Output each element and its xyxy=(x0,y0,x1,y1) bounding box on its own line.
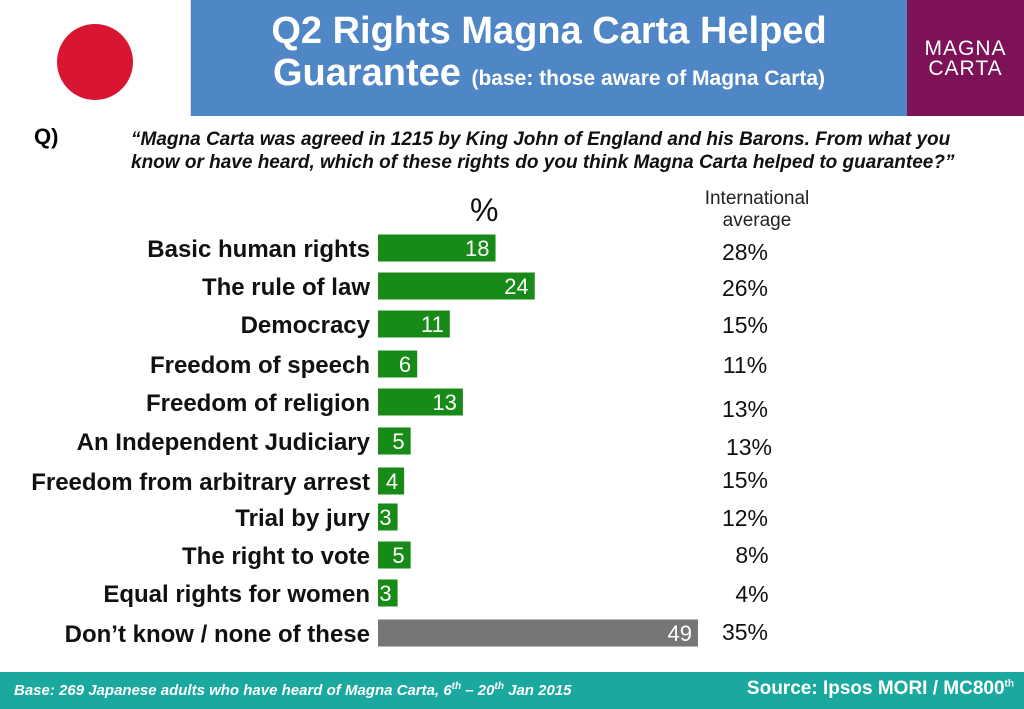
bar xyxy=(378,350,418,378)
category-label: Freedom from arbitrary arrest xyxy=(31,469,370,496)
bar-chart: Basic human rights 18 28% The rule of law 24… xyxy=(31,234,772,648)
category-label: Democracy xyxy=(241,312,371,339)
international-average-value: 15% xyxy=(722,312,768,338)
footer-base-note: Base: 269 Japanese adults who have heard… xyxy=(14,681,572,699)
bar-value-label: 11 xyxy=(421,312,444,337)
bar xyxy=(378,541,411,569)
page-title-sub: (base: those aware of Magna Carta) xyxy=(471,67,826,90)
bar-value-label: 6 xyxy=(399,352,411,377)
bar-value-label: 18 xyxy=(465,236,489,261)
question-label: Q) xyxy=(34,124,59,149)
question-text: “Magna Carta was agreed in 1215 by King … xyxy=(131,129,955,173)
category-label: Freedom of religion xyxy=(146,390,370,417)
footer-base-mid: – 20 xyxy=(461,682,495,699)
category-label: Trial by jury xyxy=(235,505,370,532)
bar-value-label: 24 xyxy=(504,274,528,299)
international-average-value: 8% xyxy=(735,542,768,568)
international-average-value: 13% xyxy=(726,434,772,460)
bar xyxy=(378,427,411,455)
bar xyxy=(378,388,463,416)
footer-base-text: Base: 269 Japanese adults who have heard… xyxy=(14,682,452,699)
logo-line1: MAGNA xyxy=(924,37,1007,60)
logo-line2: CARTA xyxy=(928,57,1003,80)
footer-base-sup1: th xyxy=(451,681,462,692)
international-average-value: 35% xyxy=(722,619,768,645)
percent-unit-label: % xyxy=(470,192,499,228)
category-label: Freedom of speech xyxy=(150,352,370,379)
page-title-main: Guarantee xyxy=(272,52,461,94)
international-average-value: 28% xyxy=(722,239,768,265)
category-label: The right to vote xyxy=(182,543,370,570)
bar-value-label: 3 xyxy=(379,505,391,530)
international-average-header: International average xyxy=(704,188,810,231)
international-average-value: 4% xyxy=(735,581,768,607)
bar-value-label: 5 xyxy=(392,429,404,454)
international-average-value: 11% xyxy=(723,352,767,378)
footer-base-sup2: th xyxy=(494,681,504,692)
footer-source: Source: Ipsos MORI / MC800th xyxy=(747,678,1014,700)
bar-value-label: 3 xyxy=(379,581,391,606)
bar xyxy=(378,310,450,338)
bar-value-label: 4 xyxy=(386,469,398,494)
bar xyxy=(378,503,398,531)
footer-source-text: Source: Ipsos MORI / MC800 xyxy=(746,678,1005,699)
page-title-line2: Guarantee (base: those aware of Magna Ca… xyxy=(191,52,907,100)
bar-value-label: 5 xyxy=(392,543,404,568)
category-label: Basic human rights xyxy=(147,236,370,263)
bar xyxy=(378,619,698,647)
header-banner: Q2 Rights Magna Carta Helped Guarantee (… xyxy=(191,0,907,116)
international-average-value: 15% xyxy=(722,467,768,493)
category-label: Don’t know / none of these xyxy=(65,621,370,648)
bar-value-label: 49 xyxy=(667,621,691,646)
bar xyxy=(378,579,398,607)
flag-red-disc xyxy=(57,24,133,100)
footer-source-sup: th xyxy=(1004,678,1014,690)
footer-bar: Base: 269 Japanese adults who have heard… xyxy=(0,672,1024,709)
category-label: Equal rights for women xyxy=(103,581,370,608)
bar-value-label: 13 xyxy=(432,390,456,415)
page-title-line1: Q2 Rights Magna Carta Helped xyxy=(271,10,827,52)
category-label: The rule of law xyxy=(202,274,370,301)
magna-carta-logo: MAGNA CARTA xyxy=(907,0,1024,116)
international-average-value: 13% xyxy=(722,396,768,422)
category-label: An Independent Judiciary xyxy=(77,429,371,456)
japan-flag xyxy=(0,0,191,116)
bar xyxy=(378,272,535,300)
bar xyxy=(378,467,405,495)
footer-base-end: Jan 2015 xyxy=(503,682,572,699)
bar xyxy=(378,234,496,262)
international-average-value: 26% xyxy=(722,275,768,301)
international-average-value: 12% xyxy=(722,505,768,531)
